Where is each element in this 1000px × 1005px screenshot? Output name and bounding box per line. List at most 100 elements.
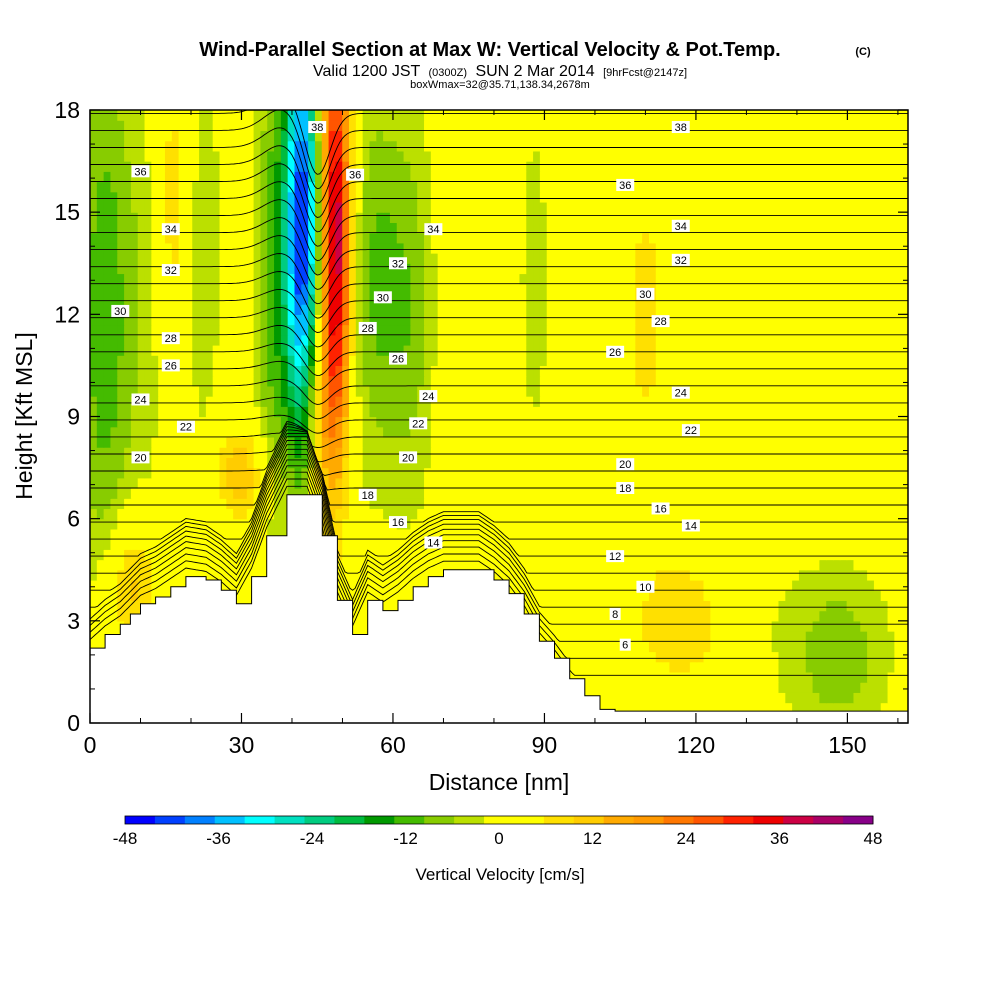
- velocity-cell: [573, 600, 582, 612]
- velocity-cell: [853, 426, 861, 438]
- velocity-cell: [894, 620, 902, 632]
- velocity-cell: [676, 406, 684, 418]
- velocity-cell: [199, 457, 207, 469]
- velocity-cell: [873, 641, 882, 653]
- velocity-cell: [785, 314, 793, 326]
- velocity-cell: [226, 528, 234, 540]
- velocity-cell: [594, 579, 602, 591]
- velocity-cell: [219, 508, 227, 520]
- velocity-cell: [451, 396, 459, 407]
- velocity-cell: [853, 590, 861, 601]
- velocity-cell: [403, 559, 411, 571]
- velocity-cell: [96, 375, 105, 387]
- velocity-cell: [833, 661, 841, 673]
- velocity-cell: [594, 416, 602, 428]
- velocity-cell: [410, 569, 418, 581]
- velocity-cell: [812, 416, 820, 428]
- velocity-cell: [505, 375, 514, 387]
- velocity-cell: [805, 539, 814, 550]
- velocity-cell: [287, 385, 296, 397]
- velocity-cell: [792, 477, 800, 489]
- velocity-cell: [519, 416, 527, 428]
- velocity-cell: [539, 355, 548, 367]
- velocity-cell: [464, 539, 473, 550]
- velocity-cell: [560, 365, 568, 377]
- velocity-cell: [621, 396, 630, 407]
- velocity-cell: [723, 610, 732, 622]
- velocity-cell: [226, 416, 234, 428]
- velocity-cell: [730, 641, 739, 653]
- velocity-cell: [90, 600, 98, 612]
- velocity-cell: [655, 385, 664, 397]
- velocity-cell: [778, 641, 786, 653]
- velocity-cell: [396, 498, 405, 510]
- velocity-cell: [233, 457, 241, 469]
- velocity-cell: [833, 600, 841, 612]
- velocity-cell: [301, 365, 309, 377]
- velocity-cell: [342, 304, 350, 315]
- velocity-cell: [492, 467, 500, 479]
- velocity-cell: [648, 610, 657, 622]
- velocity-cell: [621, 590, 630, 601]
- velocity-cell: [758, 324, 766, 336]
- velocity-cell: [430, 436, 439, 448]
- velocity-cell: [90, 508, 98, 520]
- velocity-cell: [867, 702, 875, 714]
- velocity-cell: [805, 416, 814, 428]
- velocity-cell: [710, 631, 718, 642]
- velocity-cell: [867, 641, 875, 653]
- velocity-cell: [110, 416, 118, 428]
- velocity-cell: [478, 559, 486, 571]
- velocity-cell: [587, 661, 596, 673]
- velocity-cell: [655, 436, 664, 448]
- velocity-cell: [819, 304, 827, 315]
- velocity-cell: [853, 661, 861, 673]
- velocity-cell: [723, 436, 732, 448]
- velocity-cell: [335, 498, 343, 510]
- velocity-cell: [280, 518, 289, 530]
- velocity-cell: [703, 467, 711, 479]
- velocity-cell: [833, 518, 841, 530]
- velocity-cell: [805, 457, 814, 469]
- velocity-cell: [730, 324, 739, 336]
- velocity-cell: [314, 436, 323, 448]
- velocity-cell: [185, 488, 193, 499]
- velocity-cell: [389, 293, 398, 305]
- velocity-cell: [376, 416, 384, 428]
- velocity-cell: [519, 406, 527, 418]
- velocity-cell: [669, 671, 677, 683]
- velocity-cell: [567, 477, 575, 489]
- velocity-cell: [669, 304, 677, 315]
- velocity-cell: [608, 365, 616, 377]
- velocity-cell: [710, 396, 718, 407]
- velocity-cell: [608, 355, 616, 367]
- velocity-cell: [567, 508, 575, 520]
- velocity-cell: [655, 447, 664, 458]
- velocity-cell: [833, 620, 841, 632]
- velocity-cell: [710, 620, 718, 632]
- velocity-cell: [212, 396, 221, 407]
- velocity-cell: [873, 365, 882, 377]
- velocity-cell: [280, 324, 289, 336]
- velocity-cell: [117, 406, 125, 418]
- velocity-cell: [130, 579, 139, 591]
- velocity-cell: [369, 416, 377, 428]
- velocity-cell: [185, 334, 193, 346]
- velocity-cell: [478, 436, 486, 448]
- velocity-cell: [880, 631, 889, 642]
- velocity-cell: [614, 385, 623, 397]
- velocity-cell: [676, 416, 684, 428]
- velocity-cell: [526, 314, 534, 326]
- velocity-cell: [737, 579, 745, 591]
- velocity-cell: [642, 406, 650, 418]
- velocity-cell: [676, 651, 684, 663]
- velocity-cell: [901, 416, 908, 428]
- velocity-cell: [328, 385, 336, 397]
- velocity-cell: [860, 385, 868, 397]
- velocity-cell: [826, 692, 834, 704]
- velocity-cell: [567, 385, 575, 397]
- velocity-cell: [894, 488, 902, 499]
- velocity-cell: [103, 457, 112, 469]
- velocity-cell: [90, 334, 98, 346]
- velocity-cell: [628, 498, 636, 510]
